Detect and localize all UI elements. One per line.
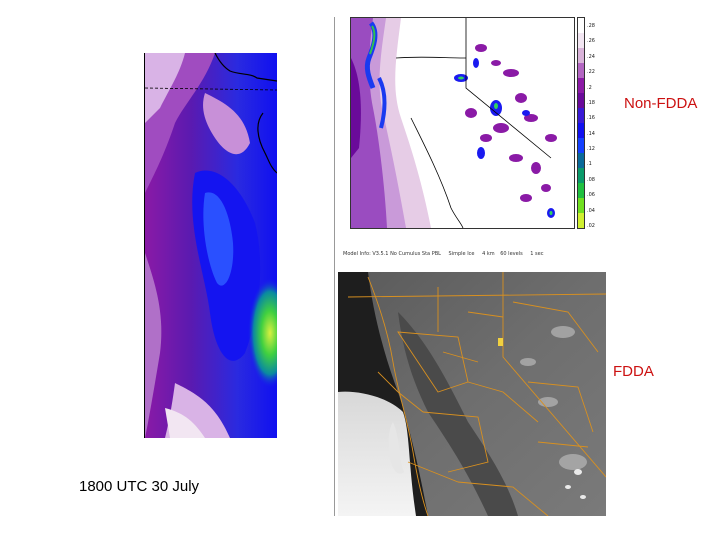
colorbar-swatch [578, 78, 584, 93]
colorbar-swatch [578, 198, 584, 213]
colorbar-swatch [578, 213, 584, 228]
colorbar-tick-label: .24 [587, 53, 595, 60]
satellite-image-panel [338, 272, 606, 516]
colorbar-tick-label: .16 [587, 115, 595, 122]
colorbar-swatch [578, 18, 584, 33]
colorbar-tick-label: .06 [587, 192, 595, 199]
nonfdda-field-panel [350, 17, 575, 229]
model-levels: 60 levels [500, 251, 523, 257]
colorbar-swatch [578, 123, 584, 138]
colorbar-swatch [578, 108, 584, 123]
left-field-panel [144, 52, 292, 438]
colorbar-swatch [578, 33, 584, 48]
colorbar-swatch [578, 168, 584, 183]
time-caption: 1800 UTC 30 July [79, 478, 200, 495]
colorbar-swatch [578, 93, 584, 108]
left-field-image [144, 52, 292, 438]
colorbar-tick-label: .26 [587, 38, 595, 45]
colorbar-swatch [578, 183, 584, 198]
colorbar-tick-label: .2 [587, 84, 592, 91]
colorbar-tick-label: .14 [587, 130, 595, 137]
nonfdda-field-image [351, 18, 574, 229]
colorbar-tick-label: .22 [587, 69, 595, 76]
left-panel-axis [144, 53, 145, 438]
model-info: Model Info: V3.5.1 No Cumulus Sta PBL [343, 251, 441, 257]
colorbar-tick-label: .04 [587, 207, 595, 214]
model-info-caption: Model Info: V3.5.1 No Cumulus Sta PBL Si… [343, 251, 583, 257]
satellite-image [338, 272, 606, 516]
colorbar-tick-label: .28 [587, 23, 595, 29]
colorbar-swatch [578, 153, 584, 168]
model-dt: 1 sec [530, 251, 544, 257]
colorbar-swatch [578, 48, 584, 63]
colorbar-tick-label: .02 [587, 223, 595, 229]
colorbar-tick-label: .1 [587, 161, 592, 168]
non-fdda-label: Non-FDDA [624, 95, 698, 112]
fdda-label: FDDA [613, 363, 654, 380]
model-grid: Simple Ice [448, 251, 475, 257]
colorbar-swatch [578, 138, 584, 153]
colorbar-tick-label: .08 [587, 176, 595, 183]
satellite-axis [334, 17, 335, 516]
colorbar-swatch [578, 63, 584, 78]
colorbar [577, 17, 585, 229]
colorbar-tick-label: .18 [587, 99, 595, 106]
model-dx: 4 km [482, 251, 495, 257]
colorbar-tick-labels: .28 .26 .24 .22 .2 .18 .16 .14 .12 .1 .08 .06 .04 .02 [587, 17, 607, 229]
colorbar-tick-label: .12 [587, 146, 595, 153]
